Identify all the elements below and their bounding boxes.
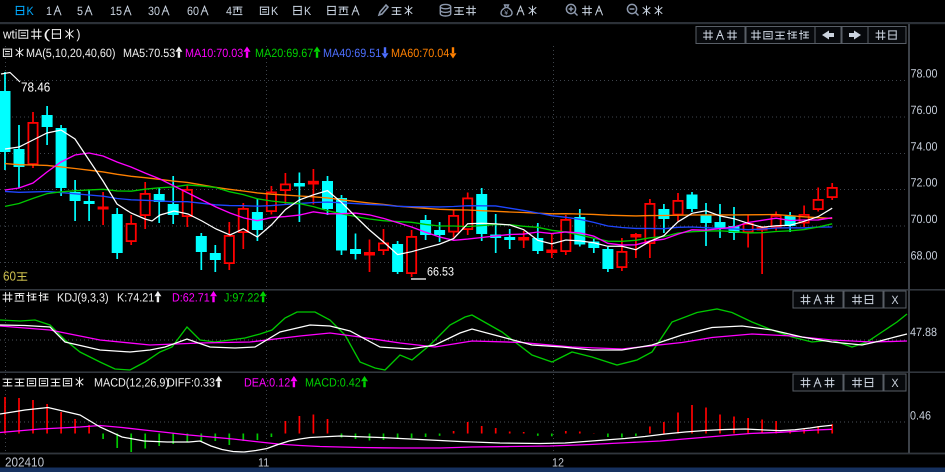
svg-text:4: 4 bbox=[226, 4, 232, 18]
svg-text:78.00: 78.00 bbox=[911, 66, 938, 80]
svg-text:MA(5,10,20,40,60): MA(5,10,20,40,60) bbox=[26, 46, 116, 60]
svg-text:(: ( bbox=[43, 27, 51, 42]
svg-text:MA40:69.51: MA40:69.51 bbox=[323, 46, 382, 60]
svg-text:72.00: 72.00 bbox=[911, 175, 938, 189]
svg-text:74.00: 74.00 bbox=[911, 139, 938, 153]
svg-text:¥: ¥ bbox=[504, 10, 508, 17]
svg-text:MA10:70.03: MA10:70.03 bbox=[185, 46, 244, 60]
svg-text:DIFF:0.33: DIFF:0.33 bbox=[167, 375, 215, 389]
svg-text:K: K bbox=[27, 4, 34, 18]
svg-text:5: 5 bbox=[77, 4, 83, 18]
svg-text:wti: wti bbox=[2, 27, 17, 42]
svg-text:60: 60 bbox=[3, 269, 16, 284]
svg-text:MA60:70.04: MA60:70.04 bbox=[391, 46, 450, 60]
svg-text:30: 30 bbox=[148, 4, 160, 18]
svg-text:DEA:0.12: DEA:0.12 bbox=[244, 375, 290, 389]
svg-text:70.00: 70.00 bbox=[911, 212, 938, 226]
svg-text:J:97.22: J:97.22 bbox=[224, 290, 260, 304]
svg-text:): ) bbox=[77, 27, 81, 42]
svg-text:MACD(12,26,9): MACD(12,26,9) bbox=[94, 375, 169, 389]
svg-text:12: 12 bbox=[552, 455, 564, 469]
svg-text:11: 11 bbox=[258, 455, 269, 469]
svg-text:MACD:0.42: MACD:0.42 bbox=[305, 375, 361, 389]
svg-text:K:74.21: K:74.21 bbox=[117, 290, 154, 304]
svg-text:47.88: 47.88 bbox=[910, 325, 937, 339]
svg-text:D:62.71: D:62.71 bbox=[172, 290, 210, 304]
svg-text:K: K bbox=[304, 4, 311, 18]
svg-text:15: 15 bbox=[110, 4, 122, 18]
svg-text:1: 1 bbox=[46, 4, 52, 18]
svg-text:76.00: 76.00 bbox=[911, 103, 938, 117]
svg-text:66.53: 66.53 bbox=[427, 264, 454, 278]
svg-text:MA20:69.67: MA20:69.67 bbox=[255, 46, 314, 60]
svg-text:K: K bbox=[271, 4, 278, 18]
svg-text:X: X bbox=[891, 293, 898, 307]
svg-text:KDJ(9,3,3): KDJ(9,3,3) bbox=[57, 290, 109, 304]
svg-text:0.46: 0.46 bbox=[910, 409, 931, 423]
svg-text:60: 60 bbox=[187, 4, 199, 18]
svg-text:MA5:70.53: MA5:70.53 bbox=[123, 46, 175, 60]
svg-text:X: X bbox=[891, 376, 898, 390]
svg-text:202410: 202410 bbox=[5, 455, 44, 470]
svg-text:78.46: 78.46 bbox=[21, 80, 50, 95]
svg-text:68.00: 68.00 bbox=[911, 248, 938, 262]
